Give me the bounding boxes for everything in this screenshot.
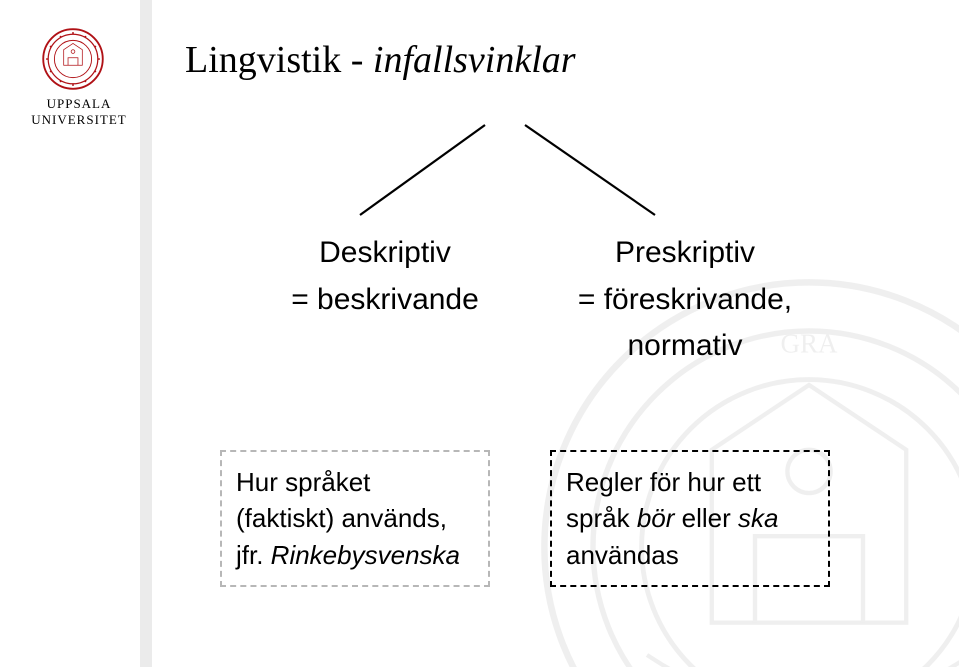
left-box-line2: (faktiskt) används, (236, 503, 447, 533)
left-dashed-box: Hur språket (faktiskt) används, jfr. Rin… (220, 450, 490, 587)
left-heading: Deskriptiv (255, 230, 515, 277)
university-line2: UNIVERSITET (31, 112, 127, 127)
title-prefix: Lingvistik - (185, 39, 373, 81)
right-box-line2-italic2: ska (738, 503, 778, 533)
university-seal-icon (42, 28, 104, 90)
slide-title: Lingvistik - infallsvinklar (185, 38, 576, 82)
right-box-line2-prefix: språk (566, 503, 637, 533)
right-heading: Preskriptiv (555, 230, 815, 277)
right-dashed-box: Regler för hur ett språk bör eller ska a… (550, 450, 830, 587)
right-sub2: normativ (555, 323, 815, 370)
right-box-line3: användas (566, 540, 679, 570)
left-column: Deskriptiv = beskrivande (255, 230, 515, 323)
right-box-line1: Regler för hur ett (566, 467, 761, 497)
university-name: UPPSALA UNIVERSITET (24, 96, 134, 129)
left-box-line3-italic: Rinkebysvenska (271, 540, 460, 570)
sidebar-stripe (140, 0, 152, 667)
left-box-line1: Hur språket (236, 467, 370, 497)
left-sub: = beskrivande (255, 277, 515, 324)
branch-lines-icon (300, 115, 720, 225)
right-box-line2-italic1: bör (637, 503, 675, 533)
right-box-line2-mid: eller (674, 503, 738, 533)
university-line1: UPPSALA (47, 96, 112, 111)
title-italic: infallsvinklar (373, 39, 576, 81)
left-box-line3-prefix: jfr. (236, 540, 271, 570)
right-column: Preskriptiv = föreskrivande, normativ (555, 230, 815, 370)
right-sub1: = föreskrivande, (555, 277, 815, 324)
sidebar: UPPSALA UNIVERSITET (0, 0, 150, 667)
